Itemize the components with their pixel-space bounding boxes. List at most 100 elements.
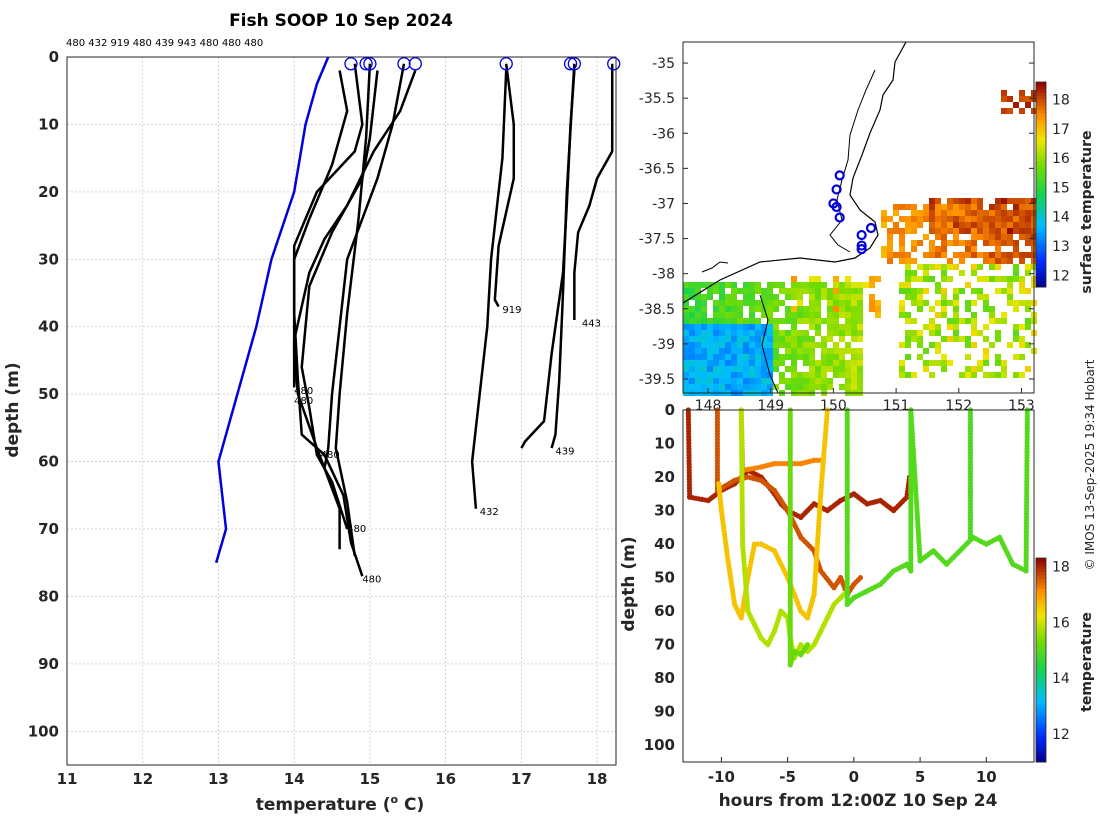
sst-cell xyxy=(989,312,995,318)
sst-cell xyxy=(845,330,851,336)
colorbar-segment xyxy=(1036,632,1046,637)
profile-line-443 xyxy=(573,63,614,320)
sst-cell xyxy=(971,330,977,336)
sst-cell xyxy=(1013,198,1019,204)
sst-cell xyxy=(773,306,779,312)
sst-cell xyxy=(773,300,779,306)
sst-cell xyxy=(995,354,1001,360)
profile-lines xyxy=(214,56,621,577)
sst-cell xyxy=(971,234,977,240)
sst-cell xyxy=(947,336,953,342)
sst-cell xyxy=(773,354,779,360)
colorbar-segment xyxy=(1036,140,1046,144)
sst-cell xyxy=(971,204,977,210)
colorbar-segment xyxy=(1036,160,1046,165)
sst-cell xyxy=(905,216,911,222)
sst-cell xyxy=(845,360,851,366)
sst-cell xyxy=(941,204,947,210)
sst-cell xyxy=(959,318,965,324)
colorbar-segment xyxy=(1036,680,1046,685)
sst-cell xyxy=(983,294,989,300)
sst-cell xyxy=(779,336,785,342)
sst-cell xyxy=(737,354,743,360)
map-y-tick-label: -38 xyxy=(652,267,675,283)
sst-cell xyxy=(755,366,761,372)
sst-cell xyxy=(941,354,947,360)
colorbar-segment xyxy=(1036,246,1046,250)
profile-y-ticks: 0 10 20 30 40 50 60 70 80 90 100 xyxy=(28,48,59,740)
sst-cell xyxy=(821,342,827,348)
depth-time-y-tick-label: 40 xyxy=(654,535,675,553)
sst-cell xyxy=(947,222,953,228)
sst-cell xyxy=(965,222,971,228)
sst-cell xyxy=(1025,288,1031,294)
sst-cell xyxy=(701,306,707,312)
sst-cell xyxy=(725,342,731,348)
sst-cell xyxy=(941,270,947,276)
sst-cell xyxy=(1025,300,1031,306)
colorbar-segment xyxy=(1036,646,1046,651)
colorbar-segment xyxy=(1036,626,1046,630)
map-colorbar-tick-label: 15 xyxy=(1052,180,1070,196)
colorbar-segment xyxy=(1036,177,1046,182)
sst-cell xyxy=(935,348,941,354)
sst-cell xyxy=(947,210,953,216)
sst-cell xyxy=(929,222,935,228)
sst-cell xyxy=(713,384,719,390)
sst-cell xyxy=(803,360,809,366)
sst-cell xyxy=(971,228,977,234)
sst-cell xyxy=(887,216,893,222)
sst-cell xyxy=(701,384,707,390)
sst-cell xyxy=(797,372,803,378)
sst-cell xyxy=(689,372,695,378)
map-tasmania-coast xyxy=(759,294,779,394)
sst-cell xyxy=(803,384,809,390)
sst-cell xyxy=(773,294,779,300)
temperature-colorbar-tick-label: 18 xyxy=(1052,559,1070,575)
map-colorbar-label: surface temperature xyxy=(1079,130,1095,293)
sst-cell xyxy=(815,330,821,336)
depth-time-y-tick-label: 10 xyxy=(654,435,675,453)
sst-cell xyxy=(1019,288,1025,294)
sst-cell xyxy=(1001,234,1007,240)
sst-cell xyxy=(749,336,755,342)
sst-cell xyxy=(743,378,749,384)
sst-cell xyxy=(899,246,905,252)
sst-cell xyxy=(1025,102,1031,108)
sst-cell xyxy=(947,216,953,222)
sst-cell xyxy=(1019,342,1025,348)
colorbar-segment xyxy=(1036,170,1046,175)
sst-cell xyxy=(827,288,833,294)
colorbar-segment xyxy=(1036,707,1046,712)
sst-cell xyxy=(1013,330,1019,336)
sst-cell xyxy=(767,318,773,324)
sst-cell xyxy=(743,354,749,360)
sst-cell xyxy=(917,342,923,348)
map-colorbar-tick-label: 16 xyxy=(1052,151,1070,167)
sst-cell xyxy=(929,360,935,366)
colorbar-segment xyxy=(1036,755,1046,760)
colorbar-segment xyxy=(1036,612,1046,617)
colorbar-segment xyxy=(1036,581,1046,586)
sst-cell xyxy=(911,288,917,294)
depth-time-x-tick-label: -10 xyxy=(708,768,735,786)
sst-cell xyxy=(713,348,719,354)
sst-cell xyxy=(683,336,689,342)
sst-cell xyxy=(773,324,779,330)
sst-cell xyxy=(785,348,791,354)
sst-cell xyxy=(719,348,725,354)
sst-cell xyxy=(1001,198,1007,204)
sst-cell xyxy=(839,360,845,366)
sst-cell xyxy=(755,372,761,378)
depth-time-y-tick-label: 30 xyxy=(654,502,675,520)
sst-cell xyxy=(905,276,911,282)
profile-y-tick-label: 60 xyxy=(38,453,59,471)
sst-cell xyxy=(701,378,707,384)
sst-cell xyxy=(941,312,947,318)
sst-cell xyxy=(815,294,821,300)
sst-cell xyxy=(893,222,899,228)
sst-cell xyxy=(755,282,761,288)
sst-cell xyxy=(809,324,815,330)
sst-cell xyxy=(749,378,755,384)
sst-cell xyxy=(1025,234,1031,240)
